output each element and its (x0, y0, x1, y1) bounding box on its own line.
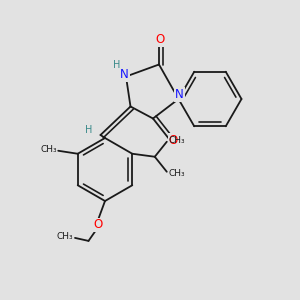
Text: N: N (175, 88, 184, 101)
Text: CH₃: CH₃ (57, 232, 74, 242)
Text: O: O (169, 134, 178, 147)
Text: O: O (155, 33, 164, 46)
Text: O: O (94, 218, 103, 232)
Text: N: N (120, 68, 129, 81)
Text: H: H (113, 60, 120, 70)
Text: CH₃: CH₃ (168, 169, 185, 178)
Text: CH₃: CH₃ (168, 136, 185, 145)
Text: CH₃: CH₃ (40, 145, 57, 154)
Text: H: H (85, 124, 93, 135)
